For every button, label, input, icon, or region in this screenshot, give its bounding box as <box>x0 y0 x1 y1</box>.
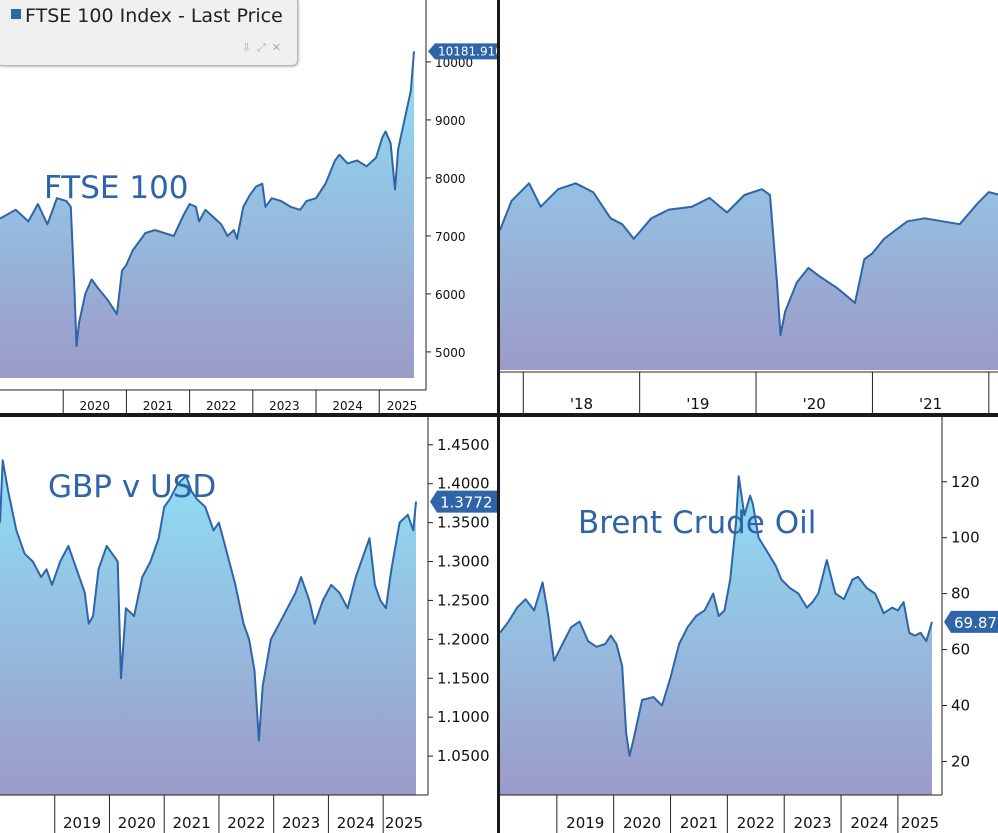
series-square-icon <box>11 9 21 19</box>
y-tick-label: 80 <box>951 585 970 603</box>
y-tick-label: 40 <box>951 697 970 715</box>
y-tick-label: 10000 <box>435 56 473 70</box>
y-tick-label: 7000 <box>435 230 466 244</box>
y-tick-label: 1.1500 <box>437 669 490 687</box>
y-tick-label: 100 <box>951 529 980 547</box>
series-area <box>500 476 932 795</box>
y-tick-label: 120 <box>951 473 980 491</box>
series-line <box>0 51 415 348</box>
y-tick-label: 1.0500 <box>437 747 490 765</box>
series-area <box>0 51 414 379</box>
chart-title-brent: Brent Crude Oil <box>578 505 817 541</box>
x-tick-label: 2021 <box>143 399 174 413</box>
y-tick-label: 20 <box>951 752 970 770</box>
last-value-label: 69.87 <box>954 614 997 632</box>
series-area <box>0 460 416 795</box>
y-tick-label: 8000 <box>435 172 466 186</box>
x-tick-label: 2020 <box>118 814 156 832</box>
y-tick-label: 1.2000 <box>437 630 490 648</box>
x-tick-label: 2021 <box>680 814 718 832</box>
y-tick-label: 6000 <box>435 288 466 302</box>
chart-panel-ftse-a: 5000 6000 7000 8000 9000 10000 2020 2021 2022 202… <box>0 0 497 413</box>
last-value-label: 1.3772 <box>440 494 493 512</box>
y-tick-label: 1.4500 <box>437 436 490 454</box>
x-tick-label: 2024 <box>337 814 375 832</box>
series-line <box>0 459 417 742</box>
last-value-label: 10181.910 <box>438 44 497 58</box>
y-tick-label: 60 <box>951 641 970 659</box>
y-tick-label: 1.4000 <box>437 475 490 493</box>
y-tick-label: 1.3500 <box>437 514 490 532</box>
series-line <box>500 182 998 336</box>
chart-panel-brent: 20 40 60 80 100 120 2019 2020 2021 2022 2023 2024 20… <box>500 417 998 833</box>
x-tick-label: 2023 <box>794 814 832 832</box>
vertical-divider <box>497 0 500 833</box>
x-tick-label: 2022 <box>206 399 237 413</box>
x-tick-label: 2023 <box>269 399 300 413</box>
series-area <box>500 183 998 370</box>
x-tick-label: 2020 <box>623 814 661 832</box>
chart-svg-gbp: 1.0500 1.1000 1.1500 1.2000 1.2500 1.3000 1.35… <box>0 417 497 833</box>
x-tick-label: 2022 <box>227 814 265 832</box>
x-tick-label: 2019 <box>566 814 604 832</box>
x-tick-label: 2024 <box>850 814 888 832</box>
x-tick-label: '20 <box>803 395 826 413</box>
x-tick-label: 2019 <box>63 814 101 832</box>
chart-svg-brent: 20 40 60 80 100 120 2019 2020 2021 2022 2023 2024 20… <box>500 417 998 833</box>
chart-panel-gbp: 1.0500 1.1000 1.1500 1.2000 1.2500 1.3000 1.35… <box>0 417 497 833</box>
legend-box[interactable]: FTSE 100 Index - Last Price ⇩⤢✕ <box>0 0 298 66</box>
y-tick-label: 1.2500 <box>437 591 490 609</box>
y-tick-label: 1.1000 <box>437 708 490 726</box>
x-tick-label: '18 <box>570 395 593 413</box>
x-tick-label: '21 <box>919 395 942 413</box>
chart-panel-ftse-b: 5000600070008000900010000'18'19'20'21'22… <box>500 0 998 413</box>
y-tick-label: 9000 <box>435 114 466 128</box>
last-value-tag <box>944 610 998 633</box>
chart-svg-ftse-b: 5000600070008000900010000'18'19'20'21'22… <box>500 182 998 413</box>
chart-title-gbp: GBP v USD <box>48 469 217 505</box>
x-tick-label: 2022 <box>737 814 775 832</box>
x-tick-label: 2024 <box>332 399 363 413</box>
last-value-tag <box>428 43 497 60</box>
x-tick-label: 2025 <box>901 814 939 832</box>
chart-title-ftse-a: FTSE 100 <box>44 170 189 206</box>
x-tick-label: 2023 <box>282 814 320 832</box>
x-tick-label: 2021 <box>172 814 210 832</box>
x-tick-label: 2025 <box>387 399 418 413</box>
x-tick-label: 2025 <box>385 814 423 832</box>
legend-window-controls-icon[interactable]: ⇩⤢✕ <box>241 41 287 54</box>
legend-label: FTSE 100 Index - Last Price <box>25 5 283 27</box>
y-tick-label: 5000 <box>435 346 466 360</box>
series-line <box>500 475 933 757</box>
x-tick-label: 2020 <box>80 399 111 413</box>
last-value-tag <box>430 490 497 513</box>
chart-svg-ftse-a: 5000 6000 7000 8000 9000 10000 2020 2021 2022 202… <box>0 0 497 413</box>
x-tick-label: '19 <box>686 395 709 413</box>
y-tick-label: 1.3000 <box>437 553 490 571</box>
